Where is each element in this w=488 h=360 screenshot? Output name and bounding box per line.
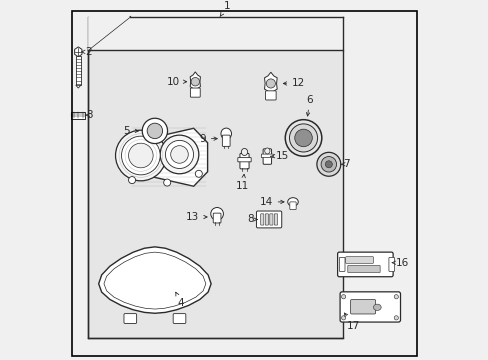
FancyBboxPatch shape bbox=[213, 213, 221, 223]
Text: 7: 7 bbox=[340, 159, 349, 169]
FancyBboxPatch shape bbox=[274, 214, 277, 225]
Text: 13: 13 bbox=[186, 212, 206, 222]
FancyBboxPatch shape bbox=[240, 153, 248, 169]
Circle shape bbox=[393, 316, 398, 320]
Circle shape bbox=[393, 294, 398, 299]
FancyBboxPatch shape bbox=[264, 214, 268, 225]
FancyBboxPatch shape bbox=[190, 88, 200, 97]
Circle shape bbox=[294, 129, 312, 147]
Polygon shape bbox=[99, 247, 211, 313]
Circle shape bbox=[170, 146, 188, 163]
FancyBboxPatch shape bbox=[256, 211, 281, 228]
FancyBboxPatch shape bbox=[222, 135, 230, 147]
Text: 17: 17 bbox=[344, 313, 360, 330]
Circle shape bbox=[341, 316, 345, 320]
FancyBboxPatch shape bbox=[237, 158, 251, 162]
FancyBboxPatch shape bbox=[350, 300, 375, 314]
Circle shape bbox=[128, 143, 153, 168]
Circle shape bbox=[128, 177, 135, 184]
FancyBboxPatch shape bbox=[261, 154, 273, 158]
Text: 10: 10 bbox=[166, 77, 186, 87]
Circle shape bbox=[321, 157, 336, 172]
Circle shape bbox=[289, 124, 317, 152]
FancyBboxPatch shape bbox=[124, 314, 136, 324]
Text: 6: 6 bbox=[306, 95, 312, 116]
FancyBboxPatch shape bbox=[265, 91, 276, 100]
Polygon shape bbox=[88, 50, 342, 338]
Polygon shape bbox=[190, 72, 200, 91]
Text: 8: 8 bbox=[247, 215, 257, 224]
Polygon shape bbox=[76, 57, 81, 85]
Polygon shape bbox=[264, 72, 277, 95]
Circle shape bbox=[121, 136, 160, 175]
Text: 9: 9 bbox=[199, 134, 217, 144]
Ellipse shape bbox=[287, 198, 298, 206]
Circle shape bbox=[163, 179, 170, 186]
Polygon shape bbox=[71, 112, 85, 118]
FancyBboxPatch shape bbox=[388, 257, 394, 271]
Circle shape bbox=[165, 140, 193, 168]
Text: 16: 16 bbox=[391, 258, 408, 268]
Polygon shape bbox=[88, 17, 130, 50]
Circle shape bbox=[316, 152, 340, 176]
FancyBboxPatch shape bbox=[347, 265, 379, 273]
Ellipse shape bbox=[241, 148, 247, 156]
Text: 2: 2 bbox=[81, 47, 92, 57]
FancyBboxPatch shape bbox=[339, 257, 345, 271]
FancyBboxPatch shape bbox=[289, 202, 296, 210]
FancyBboxPatch shape bbox=[339, 292, 400, 322]
Text: 12: 12 bbox=[283, 78, 305, 89]
Polygon shape bbox=[130, 128, 207, 186]
Circle shape bbox=[115, 130, 166, 181]
FancyBboxPatch shape bbox=[263, 149, 271, 164]
FancyBboxPatch shape bbox=[260, 214, 264, 225]
Circle shape bbox=[266, 79, 275, 88]
Ellipse shape bbox=[373, 304, 381, 310]
Circle shape bbox=[160, 135, 199, 174]
Ellipse shape bbox=[221, 128, 231, 139]
FancyBboxPatch shape bbox=[337, 252, 392, 277]
Circle shape bbox=[195, 170, 202, 177]
FancyBboxPatch shape bbox=[345, 257, 373, 264]
Circle shape bbox=[142, 118, 167, 144]
Circle shape bbox=[210, 207, 223, 220]
Text: 5: 5 bbox=[123, 126, 138, 136]
Text: 4: 4 bbox=[176, 292, 184, 308]
FancyBboxPatch shape bbox=[269, 214, 272, 225]
Polygon shape bbox=[76, 85, 81, 88]
Text: 15: 15 bbox=[270, 151, 289, 161]
Polygon shape bbox=[75, 47, 82, 57]
FancyBboxPatch shape bbox=[173, 314, 185, 324]
Circle shape bbox=[325, 161, 332, 168]
Text: 11: 11 bbox=[236, 174, 249, 191]
Circle shape bbox=[191, 77, 199, 86]
Text: 3: 3 bbox=[85, 110, 92, 120]
Circle shape bbox=[147, 123, 163, 139]
Text: 14: 14 bbox=[259, 197, 284, 207]
Text: 1: 1 bbox=[220, 1, 230, 17]
Circle shape bbox=[341, 294, 345, 299]
Ellipse shape bbox=[264, 148, 269, 154]
